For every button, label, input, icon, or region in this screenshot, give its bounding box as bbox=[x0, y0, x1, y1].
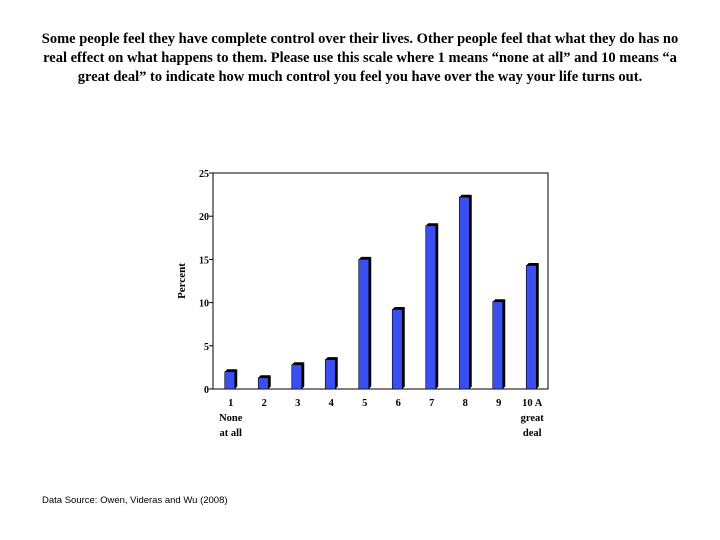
x-tick-label: 2 bbox=[262, 398, 267, 409]
survey-question: Some people feel they have complete cont… bbox=[41, 31, 679, 85]
bar-side bbox=[435, 223, 439, 389]
bar bbox=[391, 309, 403, 390]
bar bbox=[358, 259, 370, 390]
bar-top bbox=[224, 369, 238, 372]
x-tick-label: deal bbox=[523, 428, 542, 439]
y-tick-label: 10 bbox=[199, 299, 209, 310]
x-tick-label: None bbox=[219, 413, 243, 424]
y-axis-label: Percent bbox=[176, 263, 188, 299]
bar-side bbox=[234, 369, 238, 389]
x-tick-label: 10 A bbox=[522, 398, 543, 409]
bar bbox=[425, 225, 437, 390]
y-tick-label: 25 bbox=[199, 169, 209, 180]
bar-top bbox=[526, 262, 539, 266]
bar-side bbox=[402, 307, 405, 389]
y-tick-label: 5 bbox=[204, 342, 209, 353]
bar bbox=[492, 301, 504, 390]
plot-frame bbox=[212, 172, 549, 390]
y-tick-label: 0 bbox=[204, 385, 209, 396]
bar-chart-svg: 0 5 10 15 20 25 Percent 1 None at all 2 3 4 5 6 7 8 9 10 A… bbox=[176, 169, 549, 439]
y-tick-label: 20 bbox=[199, 212, 209, 223]
bar-top bbox=[258, 375, 271, 378]
y-tick-label: 15 bbox=[199, 255, 209, 266]
bar bbox=[291, 364, 303, 390]
bar-top bbox=[291, 362, 305, 365]
x-tick-label: 9 bbox=[496, 398, 501, 409]
bar-top bbox=[358, 256, 372, 260]
bar bbox=[224, 371, 236, 390]
bar-top bbox=[425, 223, 439, 226]
data-source-note: Data Source: Owen, Videras and Wu (2008) bbox=[42, 495, 228, 506]
bar-side bbox=[268, 375, 271, 389]
bar-side bbox=[335, 357, 338, 389]
x-tick-label: 4 bbox=[329, 398, 335, 409]
bar bbox=[525, 265, 537, 390]
bar-top bbox=[459, 194, 472, 198]
x-tick-label: at all bbox=[220, 428, 243, 439]
x-tick-label: 1 bbox=[228, 398, 233, 409]
bar bbox=[324, 359, 336, 390]
x-tick-label: 8 bbox=[463, 398, 468, 409]
bar-side bbox=[469, 194, 472, 389]
bar bbox=[458, 196, 470, 390]
x-tick-label: 5 bbox=[362, 398, 367, 409]
bar-side bbox=[301, 362, 305, 389]
bar-chart: 0 5 10 15 20 25 Percent 1 None at all 2 3 4 5 6 7 8 9 10 A… bbox=[160, 160, 560, 460]
x-tick-label: 7 bbox=[429, 398, 434, 409]
bar-top bbox=[325, 357, 338, 360]
bar bbox=[257, 377, 269, 390]
bar-side bbox=[502, 299, 506, 389]
bar-side bbox=[368, 256, 372, 389]
x-tick-label: 6 bbox=[396, 398, 401, 409]
bar-top bbox=[492, 299, 506, 302]
x-tick-label: 3 bbox=[295, 398, 300, 409]
bar-top bbox=[392, 307, 405, 310]
bar-side bbox=[536, 262, 539, 389]
x-tick-label: great bbox=[521, 413, 545, 424]
